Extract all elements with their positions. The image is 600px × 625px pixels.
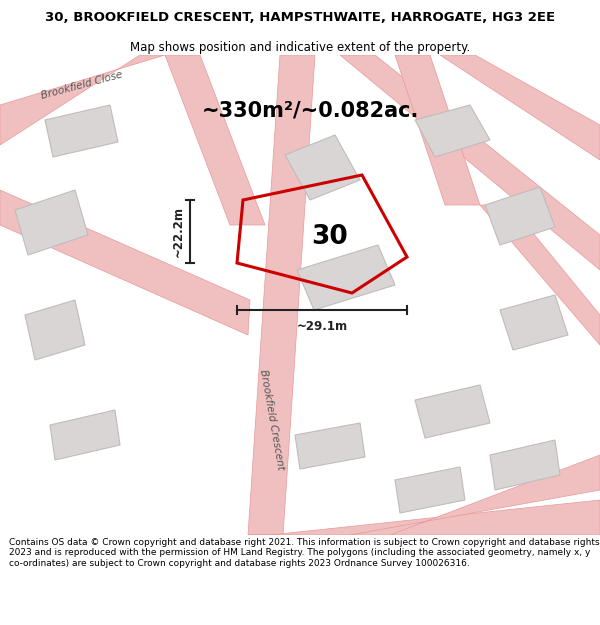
Text: ~22.2m: ~22.2m — [172, 206, 185, 257]
Polygon shape — [440, 55, 600, 160]
Polygon shape — [50, 410, 120, 460]
Text: Brookfield Close: Brookfield Close — [40, 69, 124, 101]
Polygon shape — [248, 55, 315, 535]
Text: ~330m²/~0.082ac.: ~330m²/~0.082ac. — [202, 100, 419, 120]
Polygon shape — [285, 135, 360, 200]
Polygon shape — [25, 300, 85, 360]
Polygon shape — [415, 385, 490, 438]
Polygon shape — [490, 440, 560, 490]
Polygon shape — [0, 55, 165, 145]
Polygon shape — [0, 190, 250, 335]
Polygon shape — [165, 55, 265, 225]
Text: ~29.1m: ~29.1m — [296, 319, 347, 332]
Polygon shape — [480, 205, 600, 345]
Polygon shape — [248, 500, 600, 535]
Text: 30, BROOKFIELD CRESCENT, HAMPSTHWAITE, HARROGATE, HG3 2EE: 30, BROOKFIELD CRESCENT, HAMPSTHWAITE, H… — [45, 11, 555, 24]
Polygon shape — [500, 295, 568, 350]
Polygon shape — [340, 55, 600, 270]
Text: Contains OS data © Crown copyright and database right 2021. This information is : Contains OS data © Crown copyright and d… — [9, 538, 599, 568]
Text: 30: 30 — [311, 224, 349, 250]
Polygon shape — [297, 245, 395, 310]
Polygon shape — [295, 423, 365, 469]
Text: Brookfield Crescent: Brookfield Crescent — [258, 369, 286, 471]
Polygon shape — [485, 187, 555, 245]
Polygon shape — [395, 55, 480, 205]
Polygon shape — [15, 190, 88, 255]
Polygon shape — [415, 105, 490, 157]
Text: Map shows position and indicative extent of the property.: Map shows position and indicative extent… — [130, 41, 470, 54]
Polygon shape — [395, 467, 465, 513]
Polygon shape — [45, 105, 118, 157]
Polygon shape — [350, 455, 600, 535]
